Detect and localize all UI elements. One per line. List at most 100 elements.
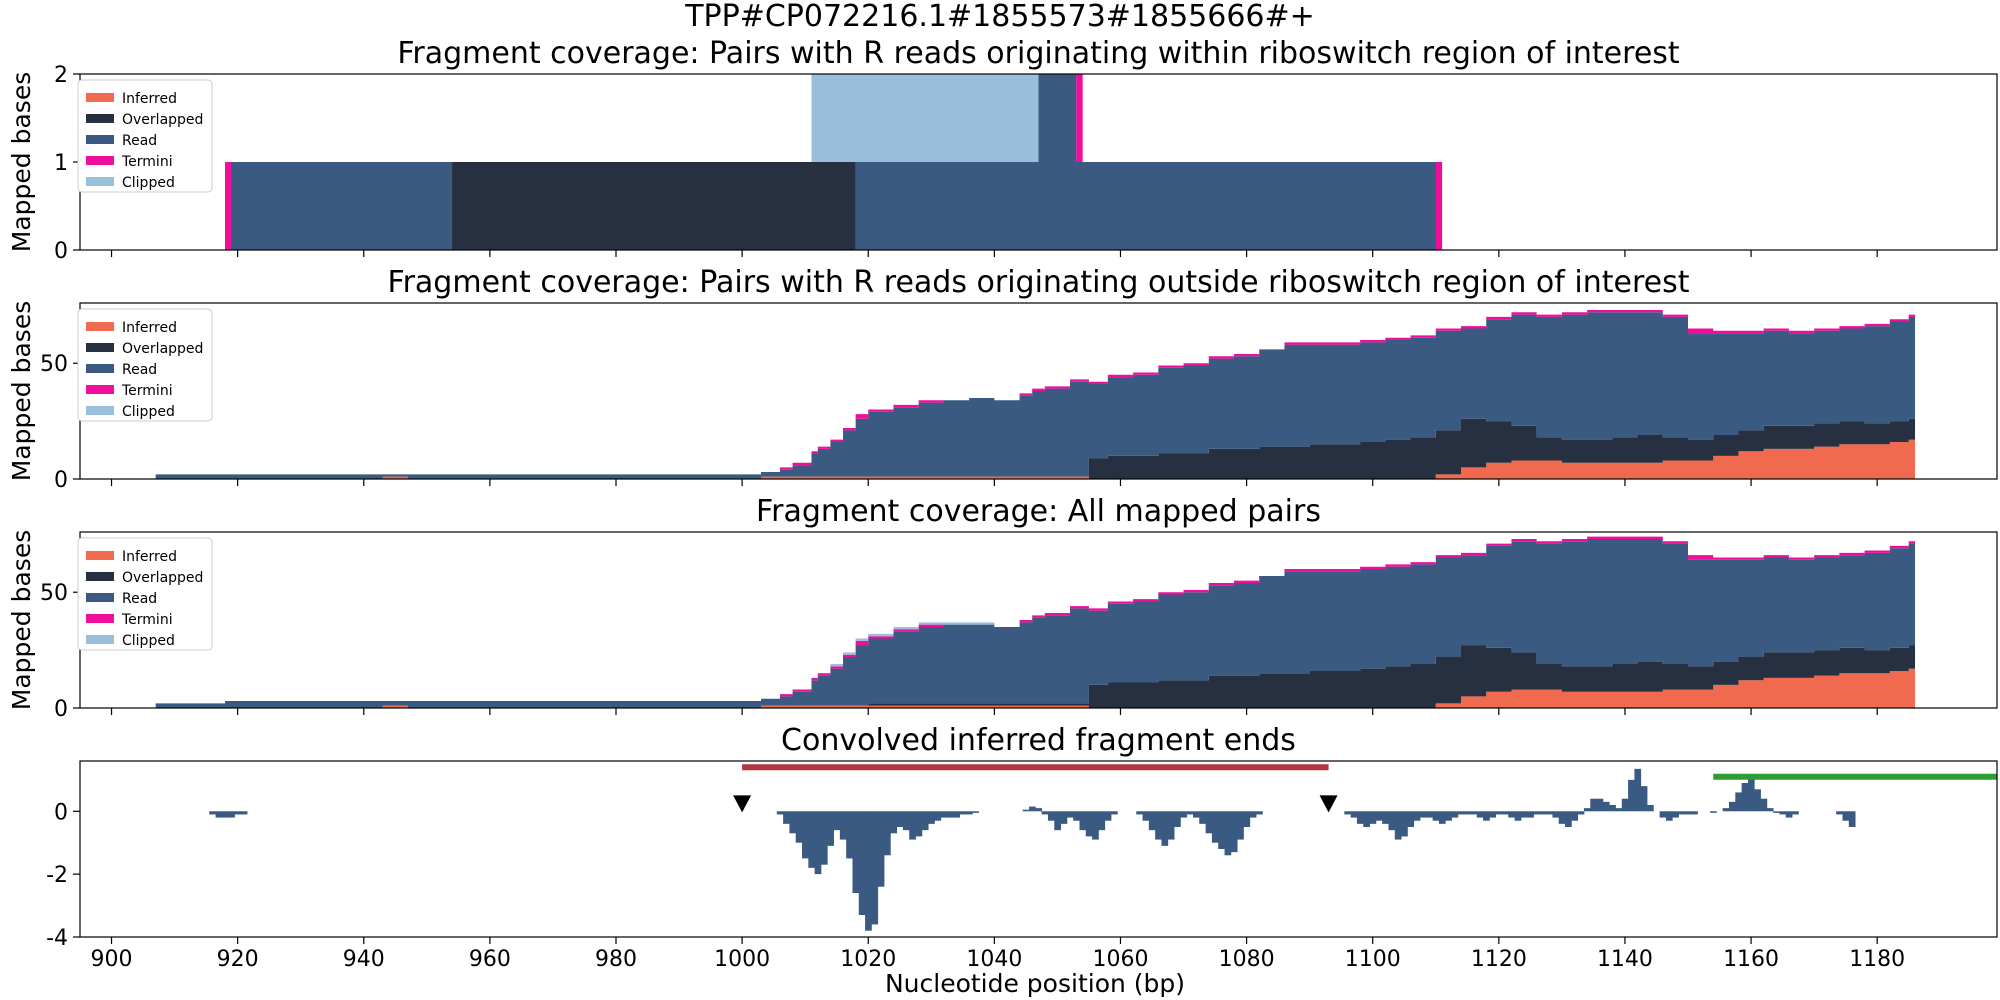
conv-bar bbox=[1590, 798, 1597, 812]
figure-suptitle: TPP#CP072216.1#1855573#1855666#+ bbox=[684, 0, 1315, 34]
legend-label-clipped: Clipped bbox=[122, 404, 175, 420]
coverage-block-clipped bbox=[811, 74, 1039, 162]
conv-bar bbox=[1451, 811, 1459, 818]
conv-bar bbox=[776, 811, 784, 815]
legend-swatch-read bbox=[86, 135, 114, 144]
conv-bar bbox=[1426, 811, 1434, 818]
conv-bar bbox=[1047, 811, 1055, 821]
conv-bar bbox=[1665, 811, 1673, 821]
conv-bar bbox=[940, 811, 948, 818]
conv-bar bbox=[1186, 811, 1194, 815]
area-inferred bbox=[155, 668, 1916, 708]
conv-bar bbox=[1174, 811, 1181, 827]
conv-bar bbox=[1211, 811, 1219, 843]
conv-bar bbox=[1792, 811, 1799, 815]
coverage-block-read bbox=[855, 162, 1443, 250]
legend-swatch-clipped bbox=[86, 177, 114, 186]
axes-frame bbox=[79, 760, 1998, 938]
conv-bar bbox=[846, 811, 853, 859]
conv-bar bbox=[1678, 811, 1686, 815]
conv-bar bbox=[884, 811, 891, 856]
conv-bar bbox=[1501, 811, 1509, 815]
conv-bar bbox=[1388, 811, 1396, 831]
conv-bar bbox=[934, 811, 942, 821]
conv-bar bbox=[839, 811, 847, 840]
conv-bar bbox=[1243, 811, 1251, 827]
conv-bar bbox=[1741, 783, 1749, 812]
plot-area bbox=[155, 536, 1916, 708]
legend-swatch-read bbox=[86, 593, 114, 602]
x-tick-label: 1120 bbox=[1471, 947, 1527, 972]
conv-bar bbox=[1754, 789, 1761, 812]
conv-bar bbox=[1066, 811, 1074, 818]
panel-4: Convolved inferred fragment ends 0 -2 -4 900… bbox=[46, 723, 1998, 972]
conv-bar bbox=[783, 811, 790, 824]
conv-bar bbox=[1029, 806, 1036, 812]
conv-bar bbox=[1628, 779, 1635, 812]
legend-swatch-termini bbox=[86, 156, 114, 165]
legend-label-overlapped: Overlapped bbox=[122, 112, 203, 128]
x-tick-label: 940 bbox=[343, 947, 385, 972]
coverage-block-termini bbox=[1435, 162, 1443, 250]
y-axis-label: Mapped bases bbox=[7, 72, 36, 252]
conv-bar bbox=[1621, 798, 1629, 812]
conv-bar bbox=[1773, 811, 1780, 813]
coverage-block-read bbox=[225, 162, 453, 250]
conv-bar bbox=[1577, 811, 1585, 815]
x-axis-label: Nucleotide position (bp) bbox=[885, 969, 1185, 998]
conv-bar bbox=[1256, 811, 1263, 815]
legend-label-inferred: Inferred bbox=[122, 549, 177, 565]
y-tick-label: 50 bbox=[40, 581, 68, 606]
conv-bar bbox=[1527, 811, 1534, 818]
conv-bar bbox=[902, 811, 910, 831]
conv-bar bbox=[814, 811, 822, 875]
legend-swatch-inferred bbox=[86, 322, 114, 331]
conv-bar bbox=[209, 811, 216, 815]
conv-bar bbox=[802, 811, 809, 859]
conv-bar bbox=[1205, 811, 1213, 834]
conv-bar bbox=[1432, 811, 1440, 821]
conv-bar bbox=[1470, 811, 1478, 815]
conv-bar bbox=[1148, 811, 1156, 831]
plot-area bbox=[225, 74, 1443, 250]
area-overlapped bbox=[155, 418, 1916, 479]
y-tick-label: 50 bbox=[40, 352, 68, 377]
conv-bar bbox=[1344, 811, 1352, 815]
y-tick-label: 0 bbox=[54, 800, 68, 825]
conv-bar bbox=[928, 811, 935, 824]
x-tick-label: 980 bbox=[595, 947, 637, 972]
conv-bar bbox=[858, 811, 866, 915]
conv-bar bbox=[1180, 811, 1188, 818]
triangle-marker bbox=[1319, 795, 1338, 813]
conv-bar bbox=[1571, 811, 1579, 821]
conv-bar bbox=[1192, 811, 1200, 818]
legend-swatch-termini bbox=[86, 385, 114, 394]
y-tick-label: 0 bbox=[54, 239, 68, 264]
conv-bar bbox=[240, 811, 248, 815]
conv-bar bbox=[1464, 811, 1471, 815]
area-overlapped bbox=[155, 645, 1916, 708]
x-tick-label: 1000 bbox=[714, 947, 770, 972]
legend-label-inferred: Inferred bbox=[122, 91, 177, 107]
conv-bar bbox=[1722, 808, 1730, 812]
y-tick-label: -4 bbox=[46, 926, 68, 951]
legend-label-overlapped: Overlapped bbox=[122, 341, 203, 357]
x-tick-label: 1020 bbox=[840, 947, 896, 972]
conv-bar bbox=[1634, 768, 1642, 812]
conv-bar bbox=[1659, 811, 1667, 818]
conv-bar bbox=[808, 811, 816, 868]
x-tick-label: 900 bbox=[91, 947, 133, 972]
conv-bar bbox=[228, 811, 235, 818]
conv-bar bbox=[1489, 811, 1497, 818]
conv-bar bbox=[1552, 811, 1560, 818]
panel-title: Fragment coverage: Pairs with R reads or… bbox=[397, 36, 1680, 71]
x-tick-label: 1180 bbox=[1849, 947, 1905, 972]
legend-label-inferred: Inferred bbox=[122, 320, 177, 336]
legend: Inferred Overlapped Read Termini Clipped bbox=[77, 308, 213, 422]
legend-label-termini: Termini bbox=[121, 154, 173, 170]
area-read bbox=[155, 538, 1916, 708]
legend-label-read: Read bbox=[122, 362, 157, 378]
y-tick-label: 0 bbox=[54, 697, 68, 722]
conv-bar bbox=[795, 811, 803, 843]
y-tick-label: 2 bbox=[54, 63, 68, 88]
